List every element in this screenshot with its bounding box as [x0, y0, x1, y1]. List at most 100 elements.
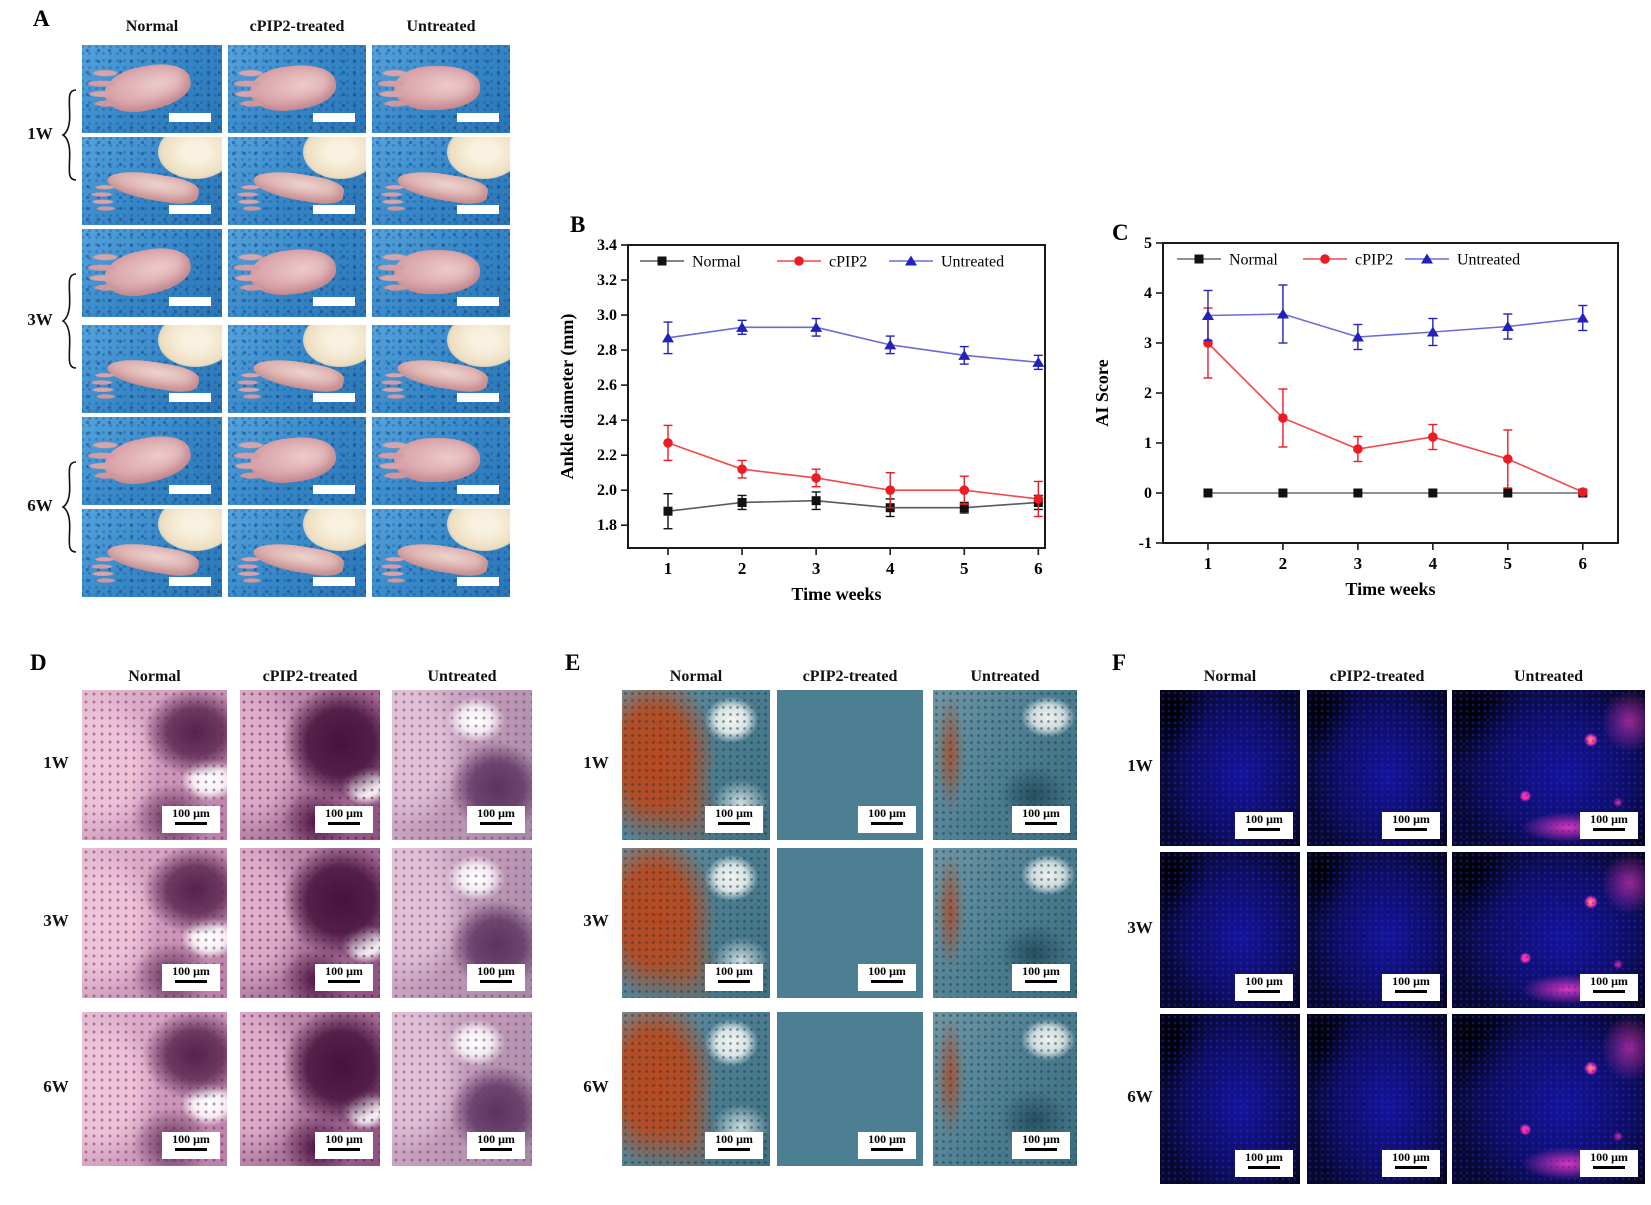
scale-bar	[457, 393, 499, 402]
series-cpip2	[663, 424, 1044, 518]
paw-toes-shape	[232, 441, 268, 483]
scale-bar	[313, 577, 355, 586]
fur-shape	[157, 325, 222, 368]
scale-bar-label: 100 μm	[1580, 812, 1638, 839]
fur-shape	[302, 509, 366, 552]
scale-bar-label: 100 μm	[1580, 1150, 1638, 1177]
paw-photo-cell	[372, 509, 510, 597]
scale-bar-label: 100 μm	[1235, 812, 1293, 839]
paw-photo-cell	[82, 417, 222, 505]
micrograph-cell-d: 100 μm	[392, 848, 532, 998]
paw-photo-cell	[228, 137, 366, 225]
scale-bar	[169, 297, 211, 306]
y-tick-label: 3.0	[597, 307, 617, 324]
paw-toes-shape	[236, 372, 264, 401]
row-label-e-6w: 6W	[583, 1077, 609, 1096]
paw-toes-shape	[90, 372, 119, 401]
scale-bar	[313, 393, 355, 402]
paw-photo-cell	[82, 137, 222, 225]
micrograph-cell-e: 100 μm	[622, 690, 770, 840]
paw-photo-cell	[228, 509, 366, 597]
ai-score-chart: -1 0 1 2 3 4 5 1 2 3 4 5 6 Time weeks AI Score Normal cP…	[1092, 235, 1619, 599]
scale-bar	[169, 485, 211, 494]
column-header-a-0: Normal	[125, 18, 179, 35]
week-group-brace	[61, 273, 77, 369]
x-tick-label: 1	[1204, 554, 1213, 573]
micrograph-cell-f: 100 μm	[1307, 852, 1447, 1008]
paw-toes-shape	[90, 556, 119, 585]
column-header-f-0: Normal	[1203, 668, 1257, 685]
x-tick-label: 1	[664, 559, 673, 578]
row-label-f-6w: 6W	[1127, 1087, 1153, 1106]
paw-photo-cell	[372, 45, 510, 133]
micrograph-cell-d: 100 μm	[82, 848, 227, 998]
week-group-label-1w: 1W	[27, 124, 53, 143]
legend-label: Normal	[692, 254, 741, 271]
micrograph-cell-f: 100 μm	[1160, 852, 1300, 1008]
scale-bar-label: 100 μm	[1382, 812, 1440, 839]
scale-bar	[313, 205, 355, 214]
column-header-d-2: Untreated	[427, 668, 497, 685]
paw-toes-shape	[86, 69, 123, 111]
paw-toes-shape	[376, 253, 412, 295]
column-header-e-2: Untreated	[970, 668, 1040, 685]
scale-bar-label: 100 μm	[467, 964, 525, 991]
panel-e-label: E	[565, 650, 581, 675]
scale-bar	[169, 113, 211, 122]
micrograph-cell-e: 100 μm	[777, 690, 923, 840]
scale-bar-label: 100 μm	[1580, 974, 1638, 1001]
paw-toes-shape	[90, 184, 119, 213]
week-group-brace	[61, 89, 77, 181]
y-tick-label: 5	[1144, 235, 1152, 252]
scale-bar-label: 100 μm	[467, 1132, 525, 1159]
y-tick-label: 0	[1144, 485, 1152, 502]
paw-toes-shape	[86, 441, 123, 483]
scale-bar-label: 100 μm	[1012, 806, 1070, 833]
column-header-f-1: cPIP2-treated	[1329, 668, 1425, 685]
column-header-f-2: Untreated	[1513, 668, 1584, 685]
column-header-d-1: cPIP2-treated	[262, 668, 358, 685]
micrograph-cell-f: 100 μm	[1452, 1014, 1645, 1184]
scale-bar	[169, 393, 211, 402]
paw-toes-shape	[380, 184, 408, 213]
axes: -1 0 1 2 3 4 5 1 2 3 4 5 6	[1139, 235, 1619, 573]
paw-toes-shape	[376, 441, 412, 483]
column-header-a-2: Untreated	[406, 18, 476, 35]
panel-f-label: F	[1112, 650, 1127, 675]
legend-label: Normal	[1229, 252, 1278, 269]
scale-bar-label: 100 μm	[1235, 974, 1293, 1001]
micrograph-cell-d: 100 μm	[392, 1012, 532, 1166]
y-tick-label: 4	[1144, 285, 1152, 302]
x-tick-label: 6	[1579, 554, 1588, 573]
fur-shape	[446, 137, 510, 180]
y-axis-title: AI Score	[1092, 359, 1112, 426]
column-header-a-1: cPIP2-treated	[249, 18, 345, 35]
series-cpip2	[1203, 307, 1588, 497]
x-axis-title: Time weeks	[791, 584, 881, 604]
x-tick-label: 5	[1504, 554, 1513, 573]
micrograph-cell-f: 100 μm	[1307, 1014, 1447, 1184]
scale-bar-label: 100 μm	[1382, 974, 1440, 1001]
y-tick-label: 3	[1144, 335, 1152, 352]
x-axis-title: Time weeks	[1345, 579, 1435, 599]
scale-bar-label: 100 μm	[1382, 1150, 1440, 1177]
row-label-d-3w: 3W	[43, 911, 69, 930]
micrograph-cell-f: 100 μm	[1160, 1014, 1300, 1184]
row-label-f-3w: 3W	[1127, 918, 1153, 937]
x-tick-label: 2	[1279, 554, 1288, 573]
x-tick-label: 3	[1354, 554, 1363, 573]
micrograph-cell-e: 100 μm	[777, 1012, 923, 1166]
scale-bar-label: 100 μm	[1012, 964, 1070, 991]
micrograph-cell-d: 100 μm	[240, 848, 380, 998]
micrograph-cell-f: 100 μm	[1160, 690, 1300, 846]
y-tick-label: 1	[1144, 435, 1152, 452]
fur-shape	[302, 325, 366, 368]
paw-toes-shape	[236, 184, 264, 213]
micrograph-cell-f: 100 μm	[1452, 852, 1645, 1008]
scale-bar-label: 100 μm	[705, 964, 763, 991]
paw-toes-shape	[232, 69, 268, 111]
paw-photo-cell	[228, 325, 366, 413]
scale-bar-label: 100 μm	[467, 806, 525, 833]
micrograph-cell-e: 100 μm	[622, 848, 770, 998]
